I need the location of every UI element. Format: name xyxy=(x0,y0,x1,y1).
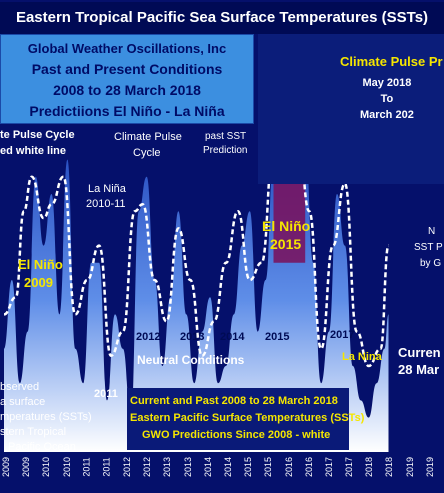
x-tick-label: 2012 xyxy=(142,456,153,478)
climate-pulse-dates: May 2018 To March 202 xyxy=(360,75,414,123)
label-past-sst-1: past SST xyxy=(205,131,247,142)
label-la-nina-2010-2: 2010-11 xyxy=(86,198,126,210)
label-el-nino-2015-2: 2015 xyxy=(270,236,302,252)
x-tick-label: 2016 xyxy=(303,456,314,478)
label-observed-3: mperatures (SSTs) xyxy=(0,411,92,423)
info-line2: 2008 to 28 March 2018 xyxy=(53,82,201,98)
label-observed-4: stern Tropical xyxy=(0,426,67,438)
pulse-date-2: March 202 xyxy=(360,109,414,121)
x-tick-label: 2013 xyxy=(182,456,193,478)
label-observed-2: a surface xyxy=(0,396,46,408)
label-current-2: 28 Mar xyxy=(398,362,440,377)
label-neutral: Neutral Conditions xyxy=(137,353,245,367)
label-el-nino-2009-1: El Niño xyxy=(18,257,63,272)
x-tick-label: 2017 xyxy=(323,456,334,478)
x-tick-label: 2013 xyxy=(162,456,173,478)
label-el-nino-2009-2: 2009 xyxy=(24,275,53,290)
x-tick-label: 2009 xyxy=(21,456,32,478)
x-tick-label: 2015 xyxy=(243,456,254,478)
prediction-line xyxy=(3,120,390,368)
label-past-sst-2: Prediction xyxy=(203,145,248,156)
x-tick-label: 2015 xyxy=(263,456,274,478)
label-right-ann-3: by G xyxy=(420,258,442,269)
label-la-nina-right: La Nina xyxy=(342,351,382,363)
info-line3: Predictiions El Niño - La Niña xyxy=(29,103,225,119)
label-cycle-left-1: te Pulse Cycle xyxy=(0,129,75,141)
x-tick-label: 2017 xyxy=(344,456,355,478)
x-tick-label: 2014 xyxy=(202,456,213,478)
x-tick-label: 2018 xyxy=(364,456,375,478)
label-bottom-2: Eastern Pacific Surface Temperatures (SS… xyxy=(130,412,365,424)
label-la-nina-2010-1: La Niña xyxy=(88,183,126,195)
chart-title: Eastern Tropical Pacific Sea Surface Tem… xyxy=(0,2,444,34)
x-tick-label: 2018 xyxy=(384,456,395,478)
label-observed-1: bserved xyxy=(0,381,40,393)
x-tick-label: 2016 xyxy=(283,456,294,478)
label-bottom-1: Current and Past 2008 to 28 March 2018 xyxy=(130,395,338,407)
label-cycle-mid-1: Climate Pulse xyxy=(114,131,182,143)
pulse-date-0: May 2018 xyxy=(362,77,412,89)
label-year-2015: 2015 xyxy=(265,331,290,343)
info-org: Global Weather Oscillations, Inc xyxy=(27,41,227,56)
label-current-1: Curren xyxy=(398,345,441,360)
x-tick-label: 2010 xyxy=(61,456,72,478)
x-tick-label: 2012 xyxy=(122,456,133,478)
x-tick-label: 2010 xyxy=(41,456,52,478)
bottom-legend-box xyxy=(127,388,349,450)
label-observed-5: Pacific Ocean xyxy=(8,441,76,453)
x-tick-label: 2019 xyxy=(424,456,435,478)
x-tick-label: 2011 xyxy=(81,457,92,477)
label-right-ann-1: N xyxy=(428,226,436,237)
x-tick-label: 2009 xyxy=(1,456,12,478)
x-tick-label: 2019 xyxy=(404,456,415,478)
label-cycle-left-2: ed white line xyxy=(0,145,67,157)
label-year-2012: 2012 xyxy=(136,331,161,343)
label-year-2014: 2014 xyxy=(220,331,245,343)
info-box: Global Weather Oscillations, Inc Past an… xyxy=(0,34,254,124)
climate-pulse-box xyxy=(258,34,444,184)
label-year-2017: 2017 xyxy=(330,329,355,341)
climate-pulse-title: Climate Pulse Pr xyxy=(340,54,443,69)
x-tick-label: 2014 xyxy=(223,456,234,478)
info-line1: Past and Present Conditions xyxy=(31,61,223,77)
pulse-date-1: To xyxy=(380,93,394,105)
label-el-nino-2015-1: El Niño xyxy=(262,218,311,234)
label-cycle-mid-2: Cycle xyxy=(133,147,161,159)
prediction-series-line xyxy=(3,120,390,368)
label-right-ann-2: SST P xyxy=(414,242,443,253)
label-bottom-3: GWO Predictions Since 2008 - white xyxy=(142,429,331,441)
label-year-2011: 2011 xyxy=(94,388,118,400)
label-year-2013: 2013 xyxy=(180,331,205,343)
x-tick-label: 2011 xyxy=(101,457,112,477)
